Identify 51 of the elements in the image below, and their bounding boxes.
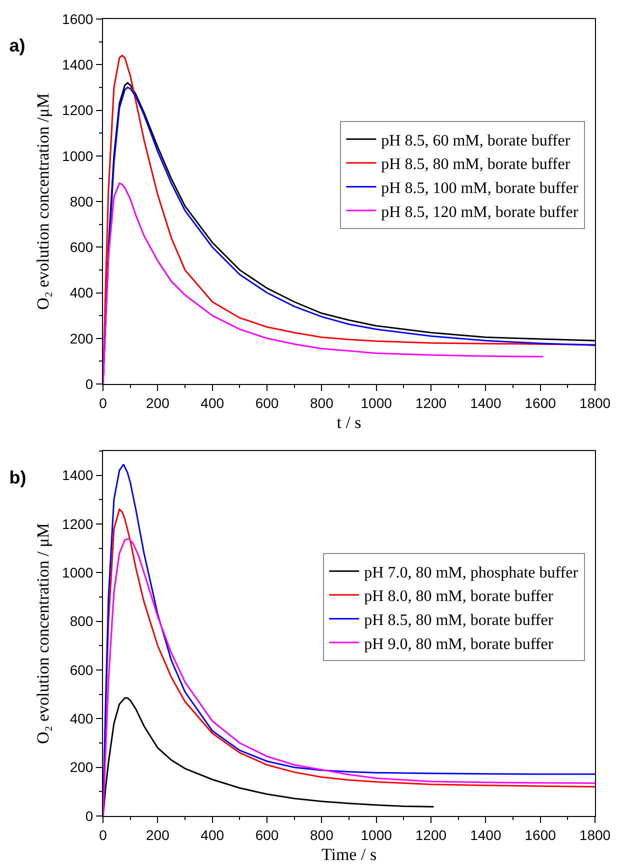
x-axis-title: t / s [336, 413, 362, 432]
legend-label: pH 7.0, 80 mM, phosphate buffer [364, 564, 579, 582]
x-tick-label: 200 [146, 394, 170, 411]
legend-label: pH 8.5, 120 mM, borate buffer [381, 204, 579, 221]
y-tick-label: 200 [70, 330, 94, 346]
x-tick-label: 1400 [470, 826, 502, 843]
y-tick-label: 1000 [62, 564, 94, 581]
x-axis-title: Time / s [321, 845, 377, 864]
y-tick-label: 400 [70, 710, 94, 727]
x-tick-label: 1000 [360, 826, 392, 843]
x-tick-label: 1400 [470, 394, 502, 411]
y-tick-label: 1600 [62, 10, 94, 27]
x-tick-label: 0 [99, 394, 108, 411]
y-tick-label: 0 [85, 808, 94, 824]
x-tick-label: 400 [200, 394, 224, 411]
x-tick-label: 200 [146, 826, 170, 843]
y-axis-title: O₂ evolution concentration / μM [34, 523, 53, 744]
y-tick-label: 1200 [62, 516, 94, 532]
x-tick-label: 1600 [524, 826, 556, 843]
legend-label: pH 8.5, 80 mM, borate buffer [364, 612, 554, 629]
x-tick-label: 1000 [360, 394, 392, 411]
y-tick-label: 0 [85, 376, 94, 392]
x-tick-label: 400 [200, 826, 224, 843]
text: a) [9, 35, 26, 56]
x-tick-label: 800 [310, 826, 334, 843]
legend-label: pH 9.0, 80 mM, borate buffer [364, 636, 554, 653]
text: b) [9, 467, 26, 488]
y-tick-label: 1200 [62, 102, 94, 118]
x-tick-label: 1800 [579, 394, 611, 411]
x-tick-label: 1200 [415, 394, 447, 411]
y-tick-label: 400 [70, 284, 94, 301]
x-tick-label: 1600 [524, 394, 556, 411]
y-tick-label: 200 [70, 759, 94, 776]
y-axis-title: O₂ evolution concentration /μM [34, 93, 53, 310]
x-tick-label: 1200 [415, 826, 447, 843]
x-tick-label: 1800 [579, 826, 611, 843]
y-tick-label: 800 [70, 613, 94, 630]
legend-label: pH 8.5, 80 mM, borate buffer [381, 156, 571, 174]
x-tick-label: 800 [310, 394, 334, 411]
y-tick-label: 1400 [62, 467, 94, 484]
y-tick-label: 600 [70, 239, 94, 256]
legend-label: pH 8.5, 100 mM, borate buffer [381, 180, 579, 197]
y-tick-label: 600 [70, 662, 94, 678]
x-tick-label: 600 [255, 826, 279, 843]
y-tick-label: 800 [70, 193, 94, 210]
legend-label: pH 8.0, 80 mM, borate buffer [364, 588, 554, 606]
y-tick-label: 1400 [62, 56, 94, 73]
legend-label: pH 8.5, 60 mM, borate buffer [381, 132, 571, 150]
x-tick-label: 0 [99, 826, 108, 843]
y-tick-label: 1000 [62, 148, 94, 164]
x-tick-label: 600 [255, 394, 279, 411]
